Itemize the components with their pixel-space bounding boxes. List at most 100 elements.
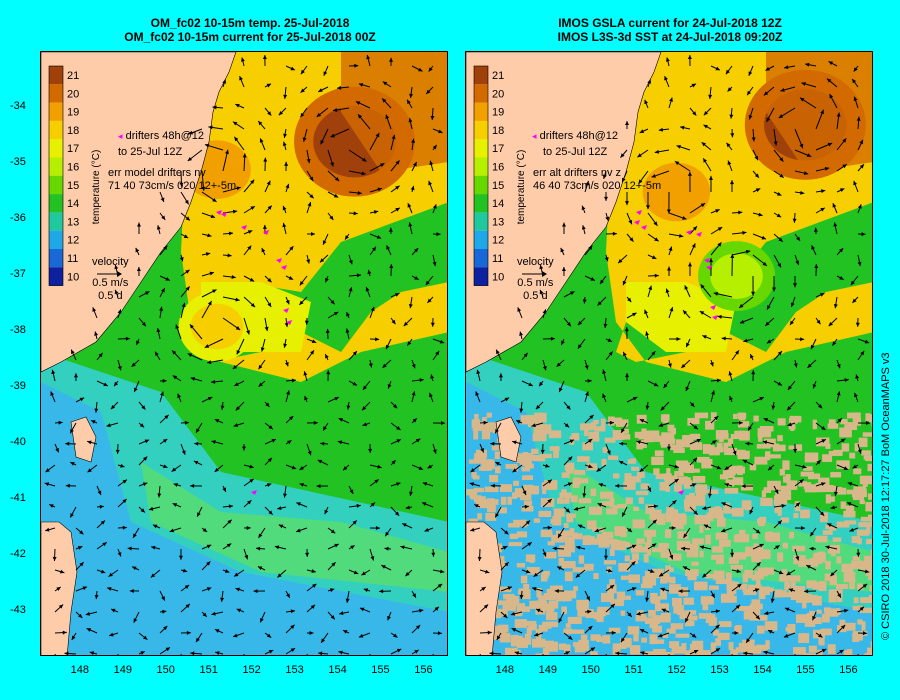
- velocity-arrow: [432, 583, 443, 592]
- x-tick-label: 151: [624, 664, 643, 676]
- missing-data-cell: [614, 540, 626, 551]
- missing-data-cell: [695, 484, 708, 493]
- velocity-arrow: [94, 401, 99, 413]
- missing-data-cell: [588, 431, 600, 441]
- velocity-arrow: [180, 568, 188, 573]
- missing-data-cell: [609, 579, 616, 588]
- y-tick-label: -40: [10, 436, 26, 449]
- velocity-arrow: [233, 136, 245, 151]
- velocity-arrow: [751, 370, 756, 382]
- velocity-arrow: [605, 212, 610, 222]
- missing-data-cell: [760, 427, 772, 436]
- velocity-arrow: [731, 631, 739, 636]
- missing-data-cell: [469, 489, 476, 499]
- missing-data-cell: [511, 492, 517, 499]
- velocity-arrow: [94, 590, 99, 600]
- velocity-arrow: [667, 359, 672, 368]
- missing-data-cell: [690, 643, 699, 649]
- missing-data-cell: [717, 517, 726, 527]
- velocity-arrow: [400, 545, 413, 550]
- missing-data-cell: [740, 654, 751, 655]
- velocity-arrow: [177, 393, 182, 403]
- velocity-arrow: [852, 464, 859, 469]
- missing-data-cell: [510, 634, 519, 643]
- velocity-arrow: [369, 187, 383, 193]
- missing-data-cell: [769, 454, 781, 459]
- velocity-arrow: [92, 307, 98, 319]
- velocity-arrow: [828, 317, 838, 327]
- velocity-arrow: [137, 222, 142, 235]
- velocity-arrow: [428, 65, 434, 72]
- velocity-arrow: [411, 391, 416, 403]
- missing-data-cell: [574, 646, 579, 653]
- velocity-arrow: [708, 175, 713, 193]
- velocity-arrow: [730, 548, 735, 557]
- drifter-tracks: [634, 210, 718, 495]
- missing-data-cell: [661, 414, 670, 422]
- velocity-arrow: [189, 323, 203, 340]
- missing-data-cell: [810, 617, 822, 625]
- velocity-arrow: [552, 546, 565, 551]
- velocity-arrow: [773, 485, 779, 495]
- velocity-arrow: [490, 483, 502, 488]
- colorbar-swatch: [49, 102, 63, 121]
- velocity-arrow: [479, 420, 488, 425]
- missing-data-cell: [660, 572, 670, 578]
- velocity-arrow: [710, 624, 720, 634]
- missing-data-cell: [692, 417, 700, 425]
- missing-data-cell: [600, 539, 610, 548]
- velocity-arrow: [348, 190, 362, 195]
- velocity-arrow: [70, 461, 77, 466]
- velocity-arrow: [847, 482, 859, 487]
- missing-data-cell: [513, 519, 523, 527]
- velocity-arrow: [605, 231, 617, 236]
- velocity-arrow: [390, 292, 400, 298]
- velocity-arrow: [348, 63, 359, 68]
- velocity-arrow: [108, 569, 119, 578]
- missing-data-cell: [516, 563, 526, 568]
- velocity-arrow: [369, 210, 379, 215]
- left-title-line2: OM_fc02 10-15m current for 25-Jul-2018 0…: [124, 30, 376, 44]
- missing-data-cell: [564, 571, 573, 582]
- velocity-arrow: [702, 569, 712, 578]
- missing-data-cell: [747, 639, 755, 647]
- velocity-arrow: [129, 588, 140, 593]
- velocity-arrow: [855, 317, 860, 327]
- missing-data-cell: [559, 492, 572, 498]
- x-tick-label: 152: [667, 664, 686, 676]
- velocity-arrow: [411, 464, 424, 471]
- colorbar-tick: 20: [492, 88, 504, 100]
- missing-data-cell: [627, 626, 640, 635]
- velocity-arrow: [389, 57, 394, 67]
- velocity-arrow: [689, 438, 702, 445]
- missing-data-cell: [828, 592, 837, 603]
- missing-data-cell: [573, 477, 581, 485]
- missing-data-cell: [517, 606, 531, 612]
- missing-data-cell: [553, 450, 559, 459]
- velocity-arrow: [138, 291, 150, 298]
- velocity-arrow: [318, 651, 329, 655]
- missing-data-cell: [577, 609, 590, 617]
- velocity-arrow: [75, 527, 84, 535]
- missing-data-cell: [867, 463, 872, 472]
- missing-data-cell: [758, 593, 766, 600]
- missing-data-cell: [754, 570, 764, 580]
- velocity-arrow: [766, 107, 775, 123]
- velocity-arrow: [344, 233, 350, 240]
- velocity-arrow: [542, 498, 553, 508]
- y-tick-label: -41: [10, 492, 26, 505]
- velocity-arrow: [857, 204, 862, 214]
- missing-data-cell: [532, 433, 547, 442]
- velocity-arrow: [154, 351, 161, 361]
- missing-data-cell: [533, 518, 541, 523]
- missing-data-cell: [853, 412, 861, 419]
- colorbar-swatch: [474, 120, 488, 140]
- velocity-arrow: [731, 443, 737, 456]
- missing-data-cell: [828, 525, 837, 531]
- velocity-arrow: [54, 604, 64, 613]
- missing-data-cell: [866, 538, 872, 545]
- missing-data-cell: [576, 599, 589, 610]
- missing-data-cell: [738, 642, 745, 652]
- velocity-arrow: [560, 338, 565, 346]
- velocity-arrow: [432, 569, 445, 574]
